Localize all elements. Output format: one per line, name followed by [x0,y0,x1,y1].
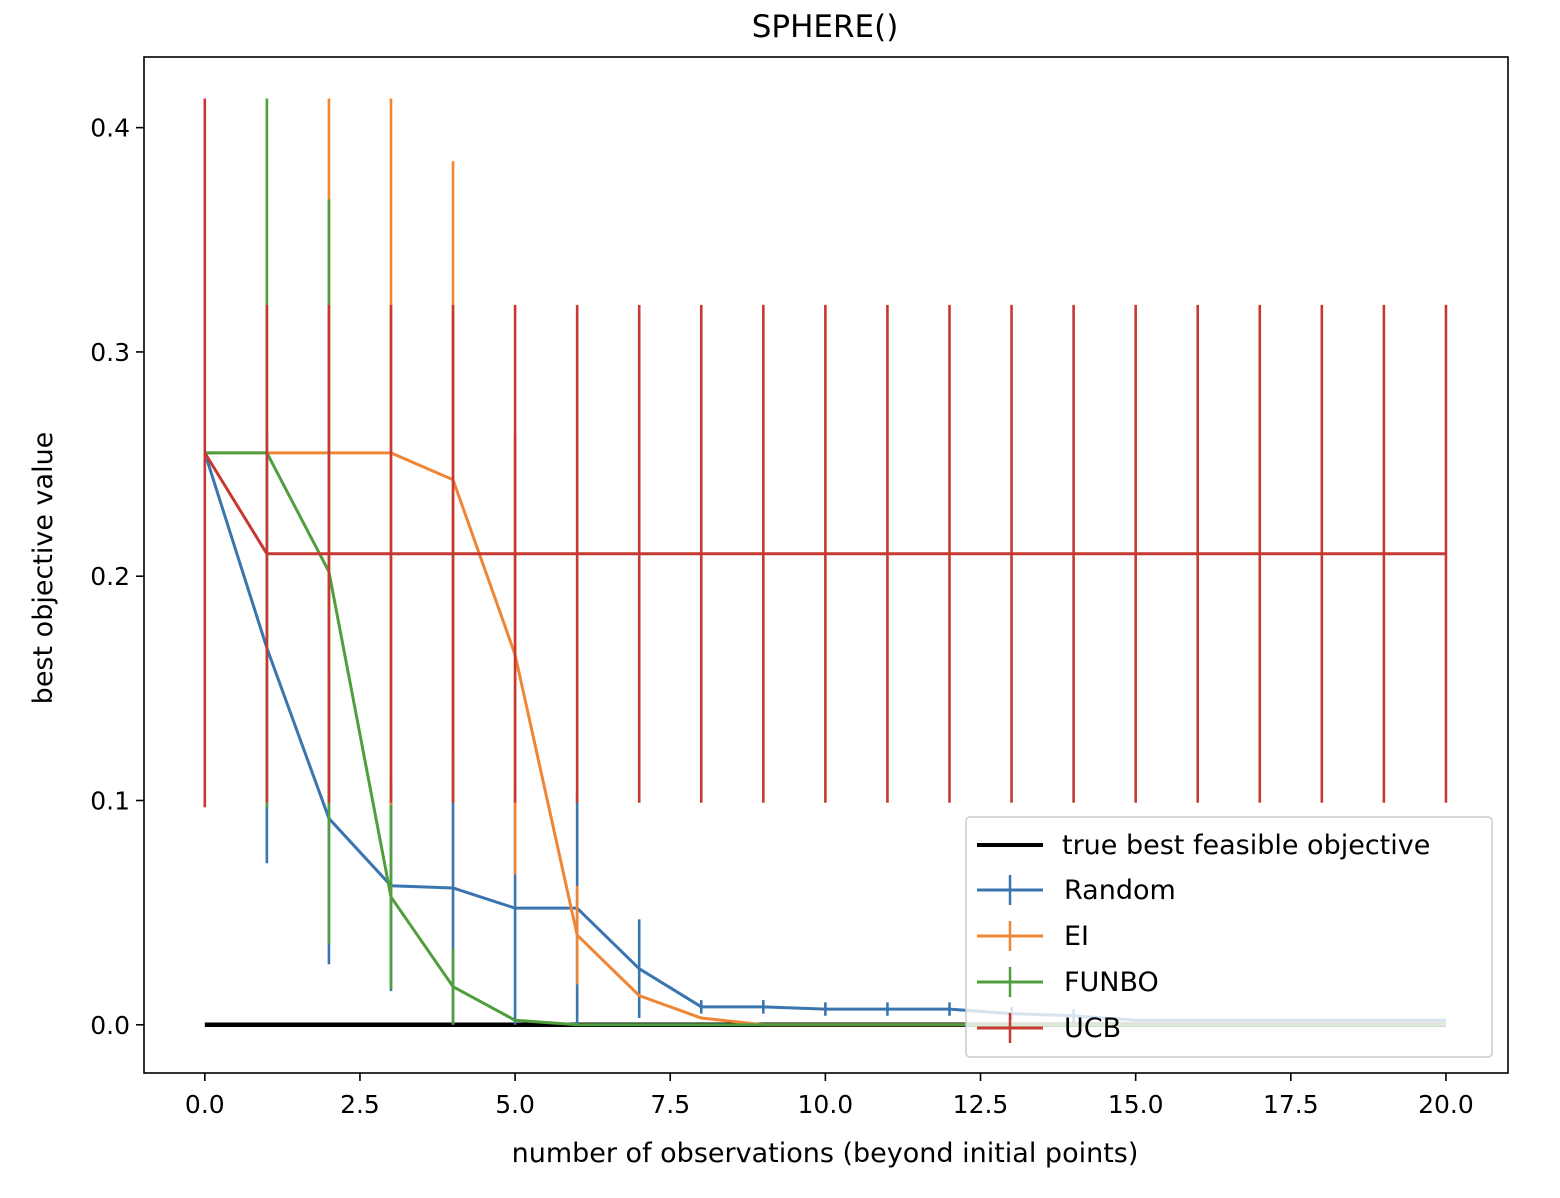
chart-title: SPHERE() [752,9,899,45]
x-axis: 0.0 2.5 5.0 7.5 10.0 12.5 15.0 17.5 20.0 [185,1073,1474,1119]
series-ucb [203,98,1448,808]
legend-label-random: Random [1064,875,1176,906]
y-tick-label: 0.1 [90,786,130,815]
x-tick-label: 17.5 [1263,1090,1319,1119]
y-tick-label: 0.2 [90,562,130,591]
x-axis-label: number of observations (beyond initial p… [512,1138,1139,1169]
x-tick-label: 2.5 [340,1090,380,1119]
x-tick-label: 5.0 [495,1090,535,1119]
series-layer [203,98,1448,1028]
x-tick-label: 0.0 [185,1090,225,1119]
legend-entry-ei: EI [977,921,1089,952]
legend: true best feasible objective Random EI F… [965,816,1493,1058]
ucb-line [203,452,1446,556]
legend-label-reference: true best feasible objective [1062,830,1430,861]
legend-label-funbo: FUNBO [1064,967,1159,998]
legend-entry-reference: true best feasible objective [977,830,1430,861]
x-tick-label: 12.5 [953,1090,1009,1119]
legend-entry-random: Random [977,875,1176,906]
legend-entry-funbo: FUNBO [977,967,1159,998]
legend-label-ucb: UCB [1064,1013,1121,1044]
legend-label-ei: EI [1064,921,1089,952]
x-tick-label: 10.0 [798,1090,854,1119]
y-axis: 0.0 0.1 0.2 0.3 0.4 [90,114,144,1040]
legend-entry-ucb: UCB [977,1013,1121,1044]
x-tick-label: 7.5 [650,1090,690,1119]
legend-box [965,816,1493,1058]
y-tick-label: 0.0 [90,1011,130,1040]
x-tick-label: 20.0 [1418,1090,1474,1119]
y-tick-label: 0.4 [90,114,130,143]
x-tick-label: 15.0 [1108,1090,1164,1119]
y-tick-label: 0.3 [90,338,130,367]
y-axis-label: best objective value [28,432,59,705]
